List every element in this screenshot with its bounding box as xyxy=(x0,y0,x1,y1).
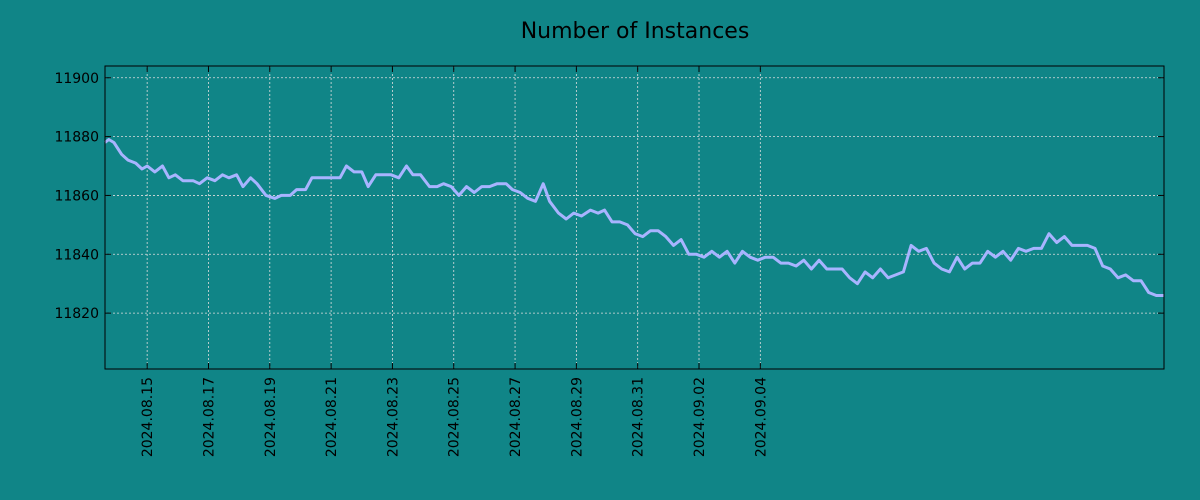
x-tick-label: 2024.08.15 xyxy=(140,377,156,457)
x-tick-label: 2024.08.31 xyxy=(631,377,647,457)
x-tick-label: 2024.08.25 xyxy=(447,377,463,457)
x-tick-label: 2024.09.04 xyxy=(753,377,769,457)
x-axis: 2024.08.15 2024.08.17 2024.08.19 2024.08.21… xyxy=(140,66,769,457)
x-tick-label: 2024.08.29 xyxy=(569,377,585,457)
y-axis: 11820 11840 11860 11880 11900 xyxy=(54,71,1164,322)
y-tick-label: 11860 xyxy=(54,188,99,204)
y-tick-label: 11880 xyxy=(54,130,99,146)
x-tick-label: 2024.08.23 xyxy=(385,377,401,457)
x-tick-label: 2024.08.27 xyxy=(508,377,524,457)
x-tick-label: 2024.09.02 xyxy=(692,377,708,457)
y-tick-label: 11840 xyxy=(54,247,99,263)
x-tick-label: 2024.08.17 xyxy=(201,377,217,457)
x-tick-label: 2024.08.19 xyxy=(263,377,279,457)
y-tick-label: 11820 xyxy=(54,306,99,322)
chart-title: Number of Instances xyxy=(521,19,750,44)
grid-lines xyxy=(105,66,1164,369)
plot-frame xyxy=(104,65,1165,370)
series-group xyxy=(104,138,1164,297)
series-line xyxy=(104,138,1164,297)
x-tick-label: 2024.08.21 xyxy=(324,377,340,457)
y-tick-label: 11900 xyxy=(54,71,99,87)
